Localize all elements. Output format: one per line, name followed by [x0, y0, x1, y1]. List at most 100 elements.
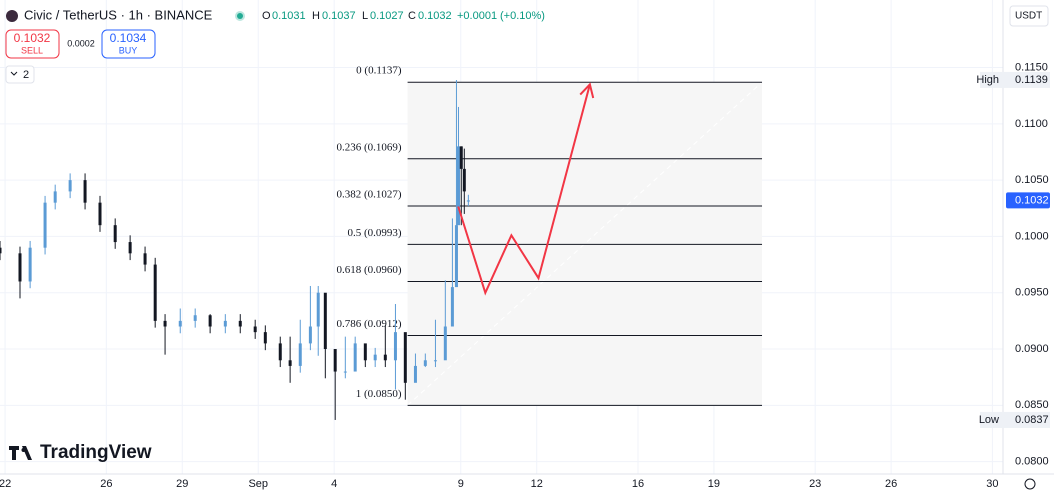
- x-tick-label: 30: [986, 478, 998, 490]
- logo-mark: [9, 446, 32, 460]
- ohlc-label: C: [408, 10, 416, 22]
- candle-body: [153, 264, 157, 321]
- candle-body: [443, 326, 447, 361]
- candle-body: [18, 253, 22, 282]
- candle-body: [53, 191, 57, 203]
- y-tick-label: 0.1050: [1015, 174, 1049, 186]
- candle-body: [323, 292, 327, 350]
- candle-body: [450, 287, 454, 327]
- candle-body: [308, 326, 312, 344]
- last-price-bg: [1006, 192, 1050, 209]
- currency: USDT: [1015, 11, 1042, 22]
- candle-body: [0, 247, 2, 254]
- buy-label: BUY: [119, 45, 138, 55]
- fib-label: 0.236 (0.1069): [337, 141, 402, 153]
- fib-label: 0.786 (0.0912): [337, 318, 402, 330]
- candle-body: [163, 320, 167, 327]
- candle-body: [288, 360, 292, 366]
- x-tick-label: 29: [176, 478, 188, 490]
- candle-body: [223, 320, 227, 327]
- symbol-icon: [6, 10, 18, 22]
- y-tick-label: 0.0800: [1015, 456, 1049, 468]
- candle-body: [113, 225, 117, 243]
- currency-button[interactable]: [1009, 5, 1049, 27]
- candle-body: [383, 354, 387, 361]
- candle-body: [83, 180, 87, 203]
- status-dot: [237, 13, 243, 19]
- logo-mark: [21, 448, 26, 452]
- candle-body: [68, 180, 72, 192]
- x-tick-label: 19: [708, 478, 720, 490]
- change: +0.0001: [457, 10, 497, 22]
- x-tick-label: 12: [531, 478, 543, 490]
- chevron: [10, 71, 18, 76]
- candle-body: [278, 343, 282, 361]
- projection-line: [457, 84, 591, 296]
- indicator-count: 2: [23, 69, 29, 81]
- price-mark-bg: [980, 411, 1050, 428]
- candle-body: [333, 349, 337, 372]
- candle-body: [403, 332, 407, 383]
- price-mark-bg: [980, 71, 1050, 88]
- fib-label: 0.5 (0.0993): [348, 227, 402, 239]
- ohlc-label: H: [312, 10, 320, 22]
- price-mark-label: Low: [979, 414, 999, 426]
- candle-body: [413, 365, 417, 383]
- ohlc-value: 0.1032: [418, 10, 452, 22]
- x-tick-label: Sep: [248, 478, 268, 490]
- price-mark-value: 0.1139: [1015, 74, 1048, 86]
- y-tick-label: 0.0950: [1015, 287, 1049, 299]
- change-pct: (+0.10%): [500, 10, 545, 22]
- candle-body: [208, 315, 212, 327]
- candle-body: [28, 247, 32, 282]
- x-tick-label: 22: [0, 478, 11, 490]
- fib-label: 1 (0.0850): [356, 388, 402, 400]
- x-tick-label: 23: [809, 478, 821, 490]
- candle-body: [128, 242, 132, 254]
- settings-icon[interactable]: [1024, 478, 1036, 490]
- candle-body: [433, 360, 437, 362]
- fib-label: 0.382 (0.1027): [337, 189, 402, 201]
- x-tick-label: 9: [458, 478, 464, 490]
- price-mark-label: High: [976, 74, 999, 86]
- y-tick-label: 0.1000: [1015, 230, 1049, 242]
- candle-body: [238, 320, 242, 327]
- fib-label: 0.618 (0.0960): [337, 264, 402, 276]
- price-mark-value: 0.0837: [1015, 414, 1049, 426]
- candle-body: [143, 253, 147, 265]
- logo: TradingView: [40, 442, 152, 463]
- sell-button[interactable]: [5, 29, 60, 59]
- sell-label: SELL: [21, 45, 43, 55]
- ohlc-label: L: [362, 10, 368, 22]
- candle-body: [98, 202, 102, 226]
- candle-body: [373, 354, 377, 361]
- candle-body: [43, 202, 47, 248]
- candle-body: [459, 146, 463, 169]
- indicator-toggle[interactable]: [5, 65, 35, 84]
- y-tick-label: 0.0900: [1015, 343, 1049, 355]
- buy-button[interactable]: [101, 29, 156, 59]
- candle-body: [363, 343, 367, 361]
- buy-price: 0.1034: [110, 31, 147, 45]
- candle-body: [353, 343, 357, 372]
- candle-body: [316, 292, 320, 327]
- x-tick-label: 16: [632, 478, 644, 490]
- y-tick-label: 0.1150: [1015, 61, 1048, 73]
- candle-body: [393, 332, 397, 361]
- x-tick-label: 26: [885, 478, 897, 490]
- candle-body: [343, 371, 347, 373]
- spread: 0.0002: [67, 38, 95, 48]
- candle-body: [423, 360, 427, 366]
- fib-trend: [407, 81, 763, 406]
- candle-body: [466, 200, 470, 202]
- sell-price: 0.1032: [14, 31, 51, 45]
- x-tick-label: 26: [100, 478, 112, 490]
- ohlc-label: O: [262, 10, 271, 22]
- candle-body: [454, 225, 458, 288]
- candle-body: [462, 168, 466, 192]
- fib-label: 0 (0.1137): [356, 65, 402, 77]
- ohlc-value: 0.1031: [272, 10, 306, 22]
- y-tick-label: 0.0850: [1015, 399, 1049, 411]
- candle-body: [456, 146, 460, 226]
- ohlc-value: 0.1037: [322, 10, 356, 22]
